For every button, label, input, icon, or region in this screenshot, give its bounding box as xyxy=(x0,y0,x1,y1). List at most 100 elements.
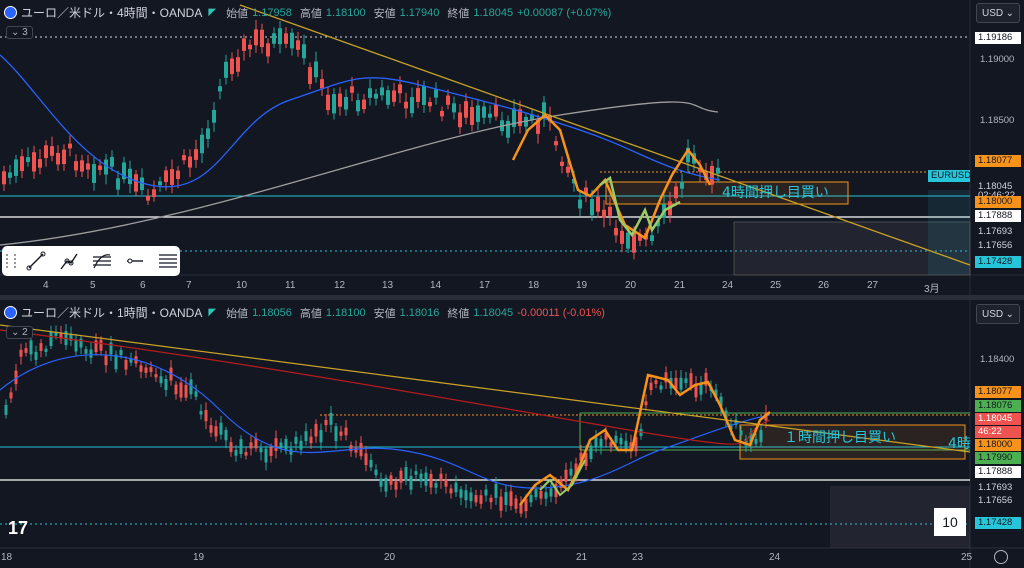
candle-body xyxy=(332,94,336,114)
candle-body xyxy=(194,149,198,160)
candle-body xyxy=(694,383,698,398)
candle-body xyxy=(128,168,132,185)
candle-body xyxy=(574,463,578,479)
candle-body xyxy=(79,338,83,348)
candle-body xyxy=(386,90,390,105)
drawing-toolbar[interactable] xyxy=(2,246,180,276)
time-label: 4 xyxy=(43,280,49,291)
candle-body xyxy=(139,365,143,372)
time-label: 19 xyxy=(193,552,205,563)
candle-body xyxy=(279,442,283,449)
candle-body xyxy=(84,349,88,354)
candle-body xyxy=(234,449,238,456)
candle-body xyxy=(212,109,216,123)
candle-body xyxy=(479,495,483,504)
chart-canvas-1h[interactable]: １時間押し目買い 4時 xyxy=(0,300,1024,568)
candle-body xyxy=(119,349,123,356)
moving-average-grey xyxy=(0,101,719,246)
candle-body xyxy=(179,382,183,398)
currency-button[interactable]: USD ⌄ xyxy=(976,3,1020,23)
candle-body xyxy=(699,383,703,395)
currency-button[interactable]: USD ⌄ xyxy=(976,304,1020,324)
indicator-toggle[interactable]: ⌄ 3 xyxy=(6,26,33,39)
candle-body xyxy=(632,232,636,253)
candle-body xyxy=(14,370,18,385)
candle-body xyxy=(94,340,98,353)
candle-body xyxy=(704,372,708,386)
drag-handle-icon[interactable] xyxy=(6,254,16,268)
symbol-title[interactable]: ユーロ／米ドル・4時間・OANDA xyxy=(21,6,203,20)
candle-body xyxy=(459,489,463,498)
candle-body xyxy=(39,343,43,351)
price-tag: 1.17656 xyxy=(975,495,1021,507)
ray-tool-icon[interactable] xyxy=(57,250,82,272)
candle-body xyxy=(476,105,480,122)
annotation-4h: 4時間押し目買い xyxy=(722,185,829,201)
time-label: 11 xyxy=(285,280,296,291)
symbol-title[interactable]: ユーロ／米ドル・1時間・OANDA xyxy=(21,306,203,320)
candle-body xyxy=(182,155,186,161)
gear-icon[interactable] xyxy=(994,550,1008,564)
candle-body xyxy=(299,440,303,450)
time-label: 20 xyxy=(384,552,396,563)
candle-body xyxy=(199,411,203,415)
candle-body xyxy=(724,410,728,420)
candle-body xyxy=(572,178,576,184)
horizontal-ray-tool-icon[interactable] xyxy=(122,250,147,272)
candle-body xyxy=(154,374,158,378)
chart-canvas-4h[interactable]: 4時間押し目買い xyxy=(0,0,1024,295)
candle-body xyxy=(608,206,612,216)
candle-body xyxy=(719,396,723,407)
time-label: 21 xyxy=(674,280,686,291)
parallel-lines-tool-icon[interactable] xyxy=(155,250,180,272)
candle-body xyxy=(349,445,353,452)
candle-body xyxy=(584,187,588,194)
candle-body xyxy=(272,33,276,44)
time-label: 27 xyxy=(867,280,879,291)
candle-body xyxy=(242,38,246,51)
fib-tool-icon[interactable] xyxy=(89,250,114,272)
candle-body xyxy=(188,156,192,168)
candle-body xyxy=(354,447,358,453)
low-key: 安値 xyxy=(373,7,396,20)
candle-body xyxy=(474,495,478,503)
candle-body xyxy=(326,94,330,111)
candle-body xyxy=(164,378,168,391)
candle-body xyxy=(44,145,48,159)
candle-body xyxy=(49,332,53,347)
candle-body xyxy=(324,419,328,426)
session-box xyxy=(928,190,970,275)
candle-body xyxy=(464,490,468,501)
close-key: 終値 xyxy=(447,307,470,320)
candle-body xyxy=(152,189,156,197)
time-label: 14 xyxy=(430,280,442,291)
candle-body xyxy=(634,436,638,452)
candle-body xyxy=(44,348,48,352)
indicator-toggle[interactable]: ⌄ 2 xyxy=(6,326,33,339)
candle-body xyxy=(34,351,38,360)
badge-count: 10 xyxy=(934,508,966,536)
candle-body xyxy=(20,156,24,172)
price-label: 1.18400 xyxy=(980,354,1015,365)
high-key: 高値 xyxy=(299,7,322,20)
candle-body xyxy=(140,177,144,191)
candle-body xyxy=(530,114,534,120)
candle-body xyxy=(194,391,198,397)
candle-body xyxy=(429,473,433,488)
indicator-count: 3 xyxy=(22,27,28,38)
chart-pane-4h[interactable]: 4時間押し目買い ユーロ／米ドル・4時間・OANDA ◤ 始値 1.17958 高… xyxy=(0,0,1024,295)
time-label: 10 xyxy=(236,280,248,291)
trend-line-tool-icon[interactable] xyxy=(24,250,49,272)
candle-body xyxy=(359,442,363,457)
low-value: 1.17940 xyxy=(399,6,440,19)
pane-separator[interactable] xyxy=(0,295,1024,300)
candle-body xyxy=(684,378,688,384)
candle-body xyxy=(344,97,348,110)
candle-body xyxy=(338,93,342,107)
candle-body xyxy=(62,149,66,165)
tradingview-logo-icon[interactable]: 17 xyxy=(8,518,29,538)
chart-pane-1h[interactable]: １時間押し目買い 4時 ユーロ／米ドル・1時間・OANDA ◤ 始値 1.18056… xyxy=(0,300,1024,568)
price-label: 1.19000 xyxy=(980,54,1015,65)
candle-body xyxy=(626,232,630,249)
close-value: 1.18045 xyxy=(473,306,514,319)
